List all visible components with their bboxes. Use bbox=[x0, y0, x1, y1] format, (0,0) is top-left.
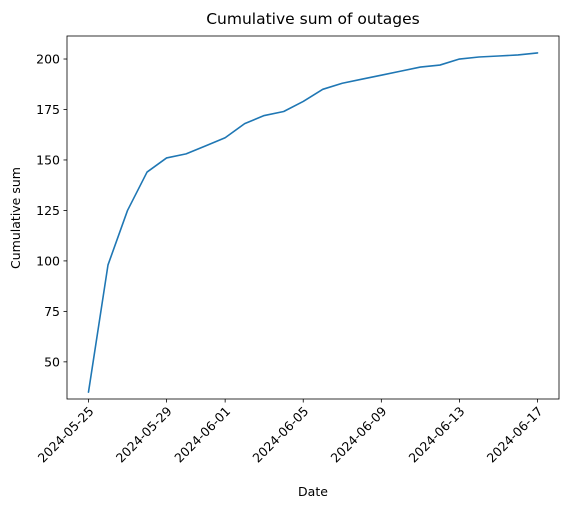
x-tick-label: 2024-06-17 bbox=[484, 404, 546, 466]
y-tick-label: 75 bbox=[44, 304, 60, 319]
y-tick-label: 50 bbox=[44, 354, 60, 369]
x-tick-label: 2024-05-29 bbox=[113, 403, 175, 465]
y-tick-label: 125 bbox=[36, 203, 60, 218]
x-tick-label: 2024-06-01 bbox=[171, 404, 233, 466]
y-tick-label: 200 bbox=[36, 52, 60, 67]
plot-frame bbox=[67, 36, 559, 399]
y-axis-label: Cumulative sum bbox=[8, 167, 23, 269]
x-tick-label: 2024-05-25 bbox=[35, 404, 97, 466]
series-line-0 bbox=[88, 53, 537, 392]
plot-area bbox=[67, 36, 559, 399]
y-axis: 50 75 100 125 150 175 200 bbox=[36, 52, 67, 370]
x-tick-label: 2024-06-13 bbox=[406, 404, 468, 466]
y-tick-label: 150 bbox=[36, 152, 60, 167]
x-tick-label: 2024-06-05 bbox=[249, 404, 311, 466]
y-tick-label: 100 bbox=[36, 253, 60, 268]
x-tick-label: 2024-06-09 bbox=[327, 403, 389, 465]
chart-title: Cumulative sum of outages bbox=[206, 10, 420, 28]
series-layer bbox=[88, 53, 537, 392]
x-axis-label: Date bbox=[298, 484, 328, 499]
y-tick-label: 175 bbox=[36, 102, 60, 117]
